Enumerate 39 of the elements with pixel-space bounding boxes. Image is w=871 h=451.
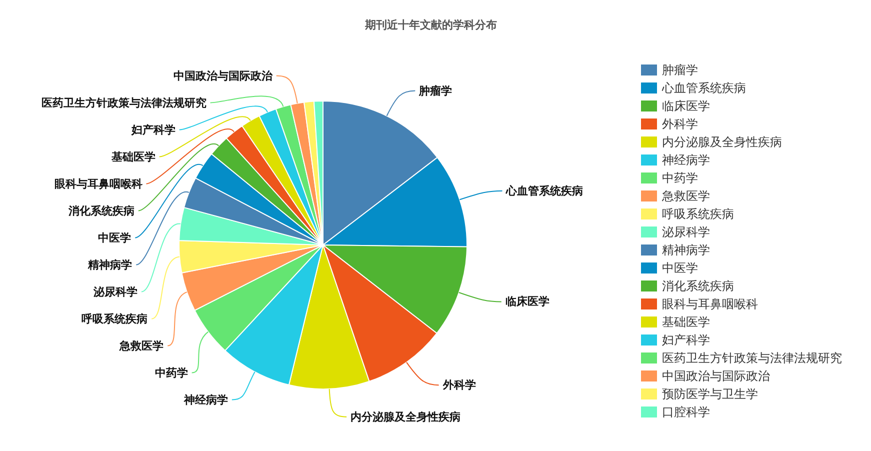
legend-label: 内分泌腺及全身性疾病 <box>662 135 782 149</box>
legend-label: 肿瘤学 <box>662 63 698 77</box>
slice-label: 临床医学 <box>505 295 550 308</box>
slice-label: 中国政治与国际政治 <box>173 69 274 82</box>
legend-label: 眼科与耳鼻咽喉科 <box>662 297 758 311</box>
slice-label: 精神病学 <box>87 258 132 272</box>
legend-label: 医药卫生方针政策与法律法规研究 <box>662 351 842 365</box>
legend-label: 预防医学与卫生学 <box>662 387 758 401</box>
slice-label: 心血管系统疾病 <box>505 184 584 198</box>
chart-title: 期刊近十年文献的学科分布 <box>364 18 497 32</box>
slice-label: 妇产科学 <box>130 123 176 136</box>
slice-label: 中药学 <box>154 366 188 380</box>
legend-label: 泌尿科学 <box>662 225 710 239</box>
legend-label: 中国政治与国际政治 <box>662 369 770 383</box>
slice-label: 中医学 <box>98 231 132 244</box>
slice-label: 消化系统疾病 <box>67 204 134 218</box>
slice-label: 医药卫生方针政策与法律法规研究 <box>41 96 206 110</box>
slice-label: 呼吸系统疾病 <box>82 312 148 326</box>
slice-label: 泌尿科学 <box>92 285 138 298</box>
legend-label: 临床医学 <box>662 99 710 113</box>
slice-label: 内分泌腺及全身性疾病 <box>350 410 461 424</box>
slice-label: 眼科与耳鼻咽喉科 <box>54 177 142 190</box>
legend-label: 心血管系统疾病 <box>661 81 746 95</box>
legend-label: 神经病学 <box>662 153 710 167</box>
legend-label: 中药学 <box>662 171 698 185</box>
legend-label: 妇产科学 <box>662 333 710 347</box>
legend-label: 基础医学 <box>662 315 710 329</box>
slice-label: 急救医学 <box>118 339 164 352</box>
slice-label: 外科学 <box>442 378 476 392</box>
legend-label: 外科学 <box>662 117 698 131</box>
legend-label: 精神病学 <box>662 243 710 257</box>
slice-label: 肿瘤学 <box>418 84 452 98</box>
legend-label: 口腔科学 <box>662 405 710 419</box>
slice-label: 基础医学 <box>110 150 156 164</box>
slice-label: 神经病学 <box>182 393 228 406</box>
legend-label: 中医学 <box>662 261 698 275</box>
legend-label: 消化系统疾病 <box>662 279 734 293</box>
legend-label: 呼吸系统疾病 <box>662 207 734 221</box>
legend-label: 急救医学 <box>661 189 710 203</box>
